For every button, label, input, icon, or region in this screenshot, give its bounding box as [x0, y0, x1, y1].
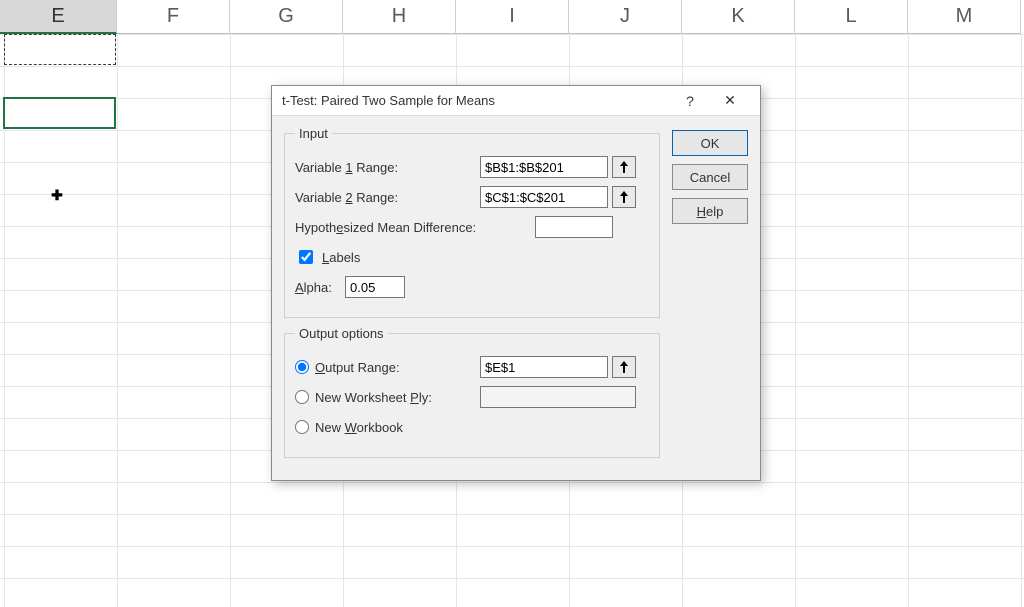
- new-wb-radio[interactable]: [295, 420, 309, 434]
- new-ply-input: [480, 386, 636, 408]
- new-ply-radio[interactable]: [295, 390, 309, 404]
- column-header-M[interactable]: M: [908, 0, 1021, 34]
- dialog-title: t-Test: Paired Two Sample for Means: [282, 93, 495, 108]
- dialog-body: Input Variable 1 Range: Variable 2 Range…: [272, 116, 760, 480]
- output-range-radio[interactable]: [295, 360, 309, 374]
- var2-label: Variable 2 Range:: [295, 190, 480, 205]
- var1-input[interactable]: [480, 156, 608, 178]
- help-icon[interactable]: ?: [670, 87, 710, 115]
- labels-checkbox[interactable]: [299, 250, 313, 264]
- output-range-input[interactable]: [480, 356, 608, 378]
- collapse-icon: [619, 161, 629, 173]
- close-icon[interactable]: ✕: [710, 87, 750, 115]
- input-legend: Input: [295, 126, 332, 141]
- new-wb-label: New Workbook: [315, 420, 403, 435]
- var2-refedit-button[interactable]: [612, 186, 636, 208]
- column-header-I[interactable]: I: [456, 0, 569, 34]
- marquee-selection: [4, 34, 116, 65]
- ok-button[interactable]: OK: [672, 130, 748, 156]
- labels-label: Labels: [322, 250, 360, 265]
- collapse-icon: [619, 361, 629, 373]
- cancel-button[interactable]: Cancel: [672, 164, 748, 190]
- column-header-E[interactable]: E: [0, 0, 117, 34]
- var1-refedit-button[interactable]: [612, 156, 636, 178]
- output-range-refedit-button[interactable]: [612, 356, 636, 378]
- column-header-row: EFGHIJKLM: [0, 0, 1024, 34]
- column-header-F[interactable]: F: [117, 0, 230, 34]
- hypo-label: Hypothesized Mean Difference:: [295, 220, 535, 235]
- var2-input[interactable]: [480, 186, 608, 208]
- dialog-buttons: OK Cancel Help: [672, 126, 748, 466]
- ttest-dialog: t-Test: Paired Two Sample for Means ? ✕ …: [271, 85, 761, 481]
- output-group: Output options Output Range:: [284, 326, 660, 458]
- hypo-input[interactable]: [535, 216, 613, 238]
- column-header-H[interactable]: H: [343, 0, 456, 34]
- active-cell[interactable]: [3, 97, 116, 129]
- collapse-icon: [619, 191, 629, 203]
- help-button[interactable]: Help: [672, 198, 748, 224]
- alpha-input[interactable]: [345, 276, 405, 298]
- alpha-label: Alpha:: [295, 280, 345, 295]
- output-legend: Output options: [295, 326, 388, 341]
- output-range-label: Output Range:: [315, 360, 400, 375]
- dialog-main: Input Variable 1 Range: Variable 2 Range…: [284, 126, 660, 466]
- var1-label: Variable 1 Range:: [295, 160, 480, 175]
- input-group: Input Variable 1 Range: Variable 2 Range…: [284, 126, 660, 318]
- column-header-G[interactable]: G: [230, 0, 343, 34]
- column-header-J[interactable]: J: [569, 0, 682, 34]
- new-ply-label: New Worksheet Ply:: [315, 390, 432, 405]
- dialog-titlebar[interactable]: t-Test: Paired Two Sample for Means ? ✕: [272, 86, 760, 116]
- column-header-L[interactable]: L: [795, 0, 908, 34]
- column-header-K[interactable]: K: [682, 0, 795, 34]
